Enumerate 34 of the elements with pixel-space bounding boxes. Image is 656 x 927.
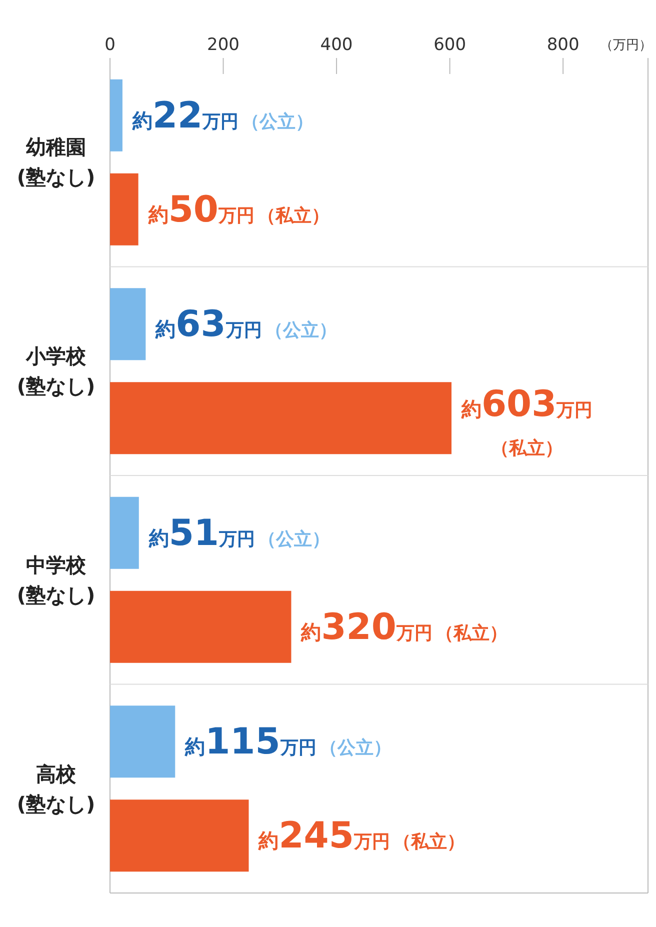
bar (110, 288, 146, 360)
data-label: 約320万円 (300, 606, 432, 648)
data-label: 約115万円 (184, 722, 316, 763)
x-tick-label: 200 (207, 35, 240, 55)
x-tick-label: 0 (104, 35, 116, 55)
text: （公立） (319, 738, 392, 759)
text: （私立） (392, 832, 465, 853)
text: （私立） (257, 205, 330, 226)
bar (110, 79, 122, 152)
text: （公立） (258, 528, 330, 550)
bar (110, 173, 138, 246)
data-label: 約245万円 (258, 816, 390, 857)
text: （私立） (491, 438, 564, 460)
bar (110, 590, 292, 663)
x-tick-label: 800 (546, 35, 580, 55)
text: （公立） (264, 320, 337, 342)
data-label: 約63万円 (154, 304, 262, 346)
text: （私立） (435, 622, 508, 644)
x-tick-label: 600 (434, 35, 466, 55)
data-label: 約50万円 (147, 189, 254, 230)
x-tick-label: 400 (320, 35, 353, 55)
bar (110, 382, 452, 454)
bar (110, 496, 139, 569)
y-tick-label: 高校(塾なし) (16, 760, 96, 818)
data-label: 約22万円 (131, 95, 239, 136)
bar (110, 800, 249, 872)
text: （公立） (242, 111, 314, 132)
data-label: 約603万円 (460, 384, 593, 426)
y-tick-label: 幼稚園(塾なし) (16, 134, 96, 192)
bar (110, 706, 176, 778)
data-label: 約51万円 (148, 512, 255, 554)
x-axis-title: （万円） (600, 38, 652, 53)
y-tick-label: 小学校(塾なし) (16, 343, 96, 400)
y-tick-label: 中学校(塾なし) (16, 552, 96, 609)
